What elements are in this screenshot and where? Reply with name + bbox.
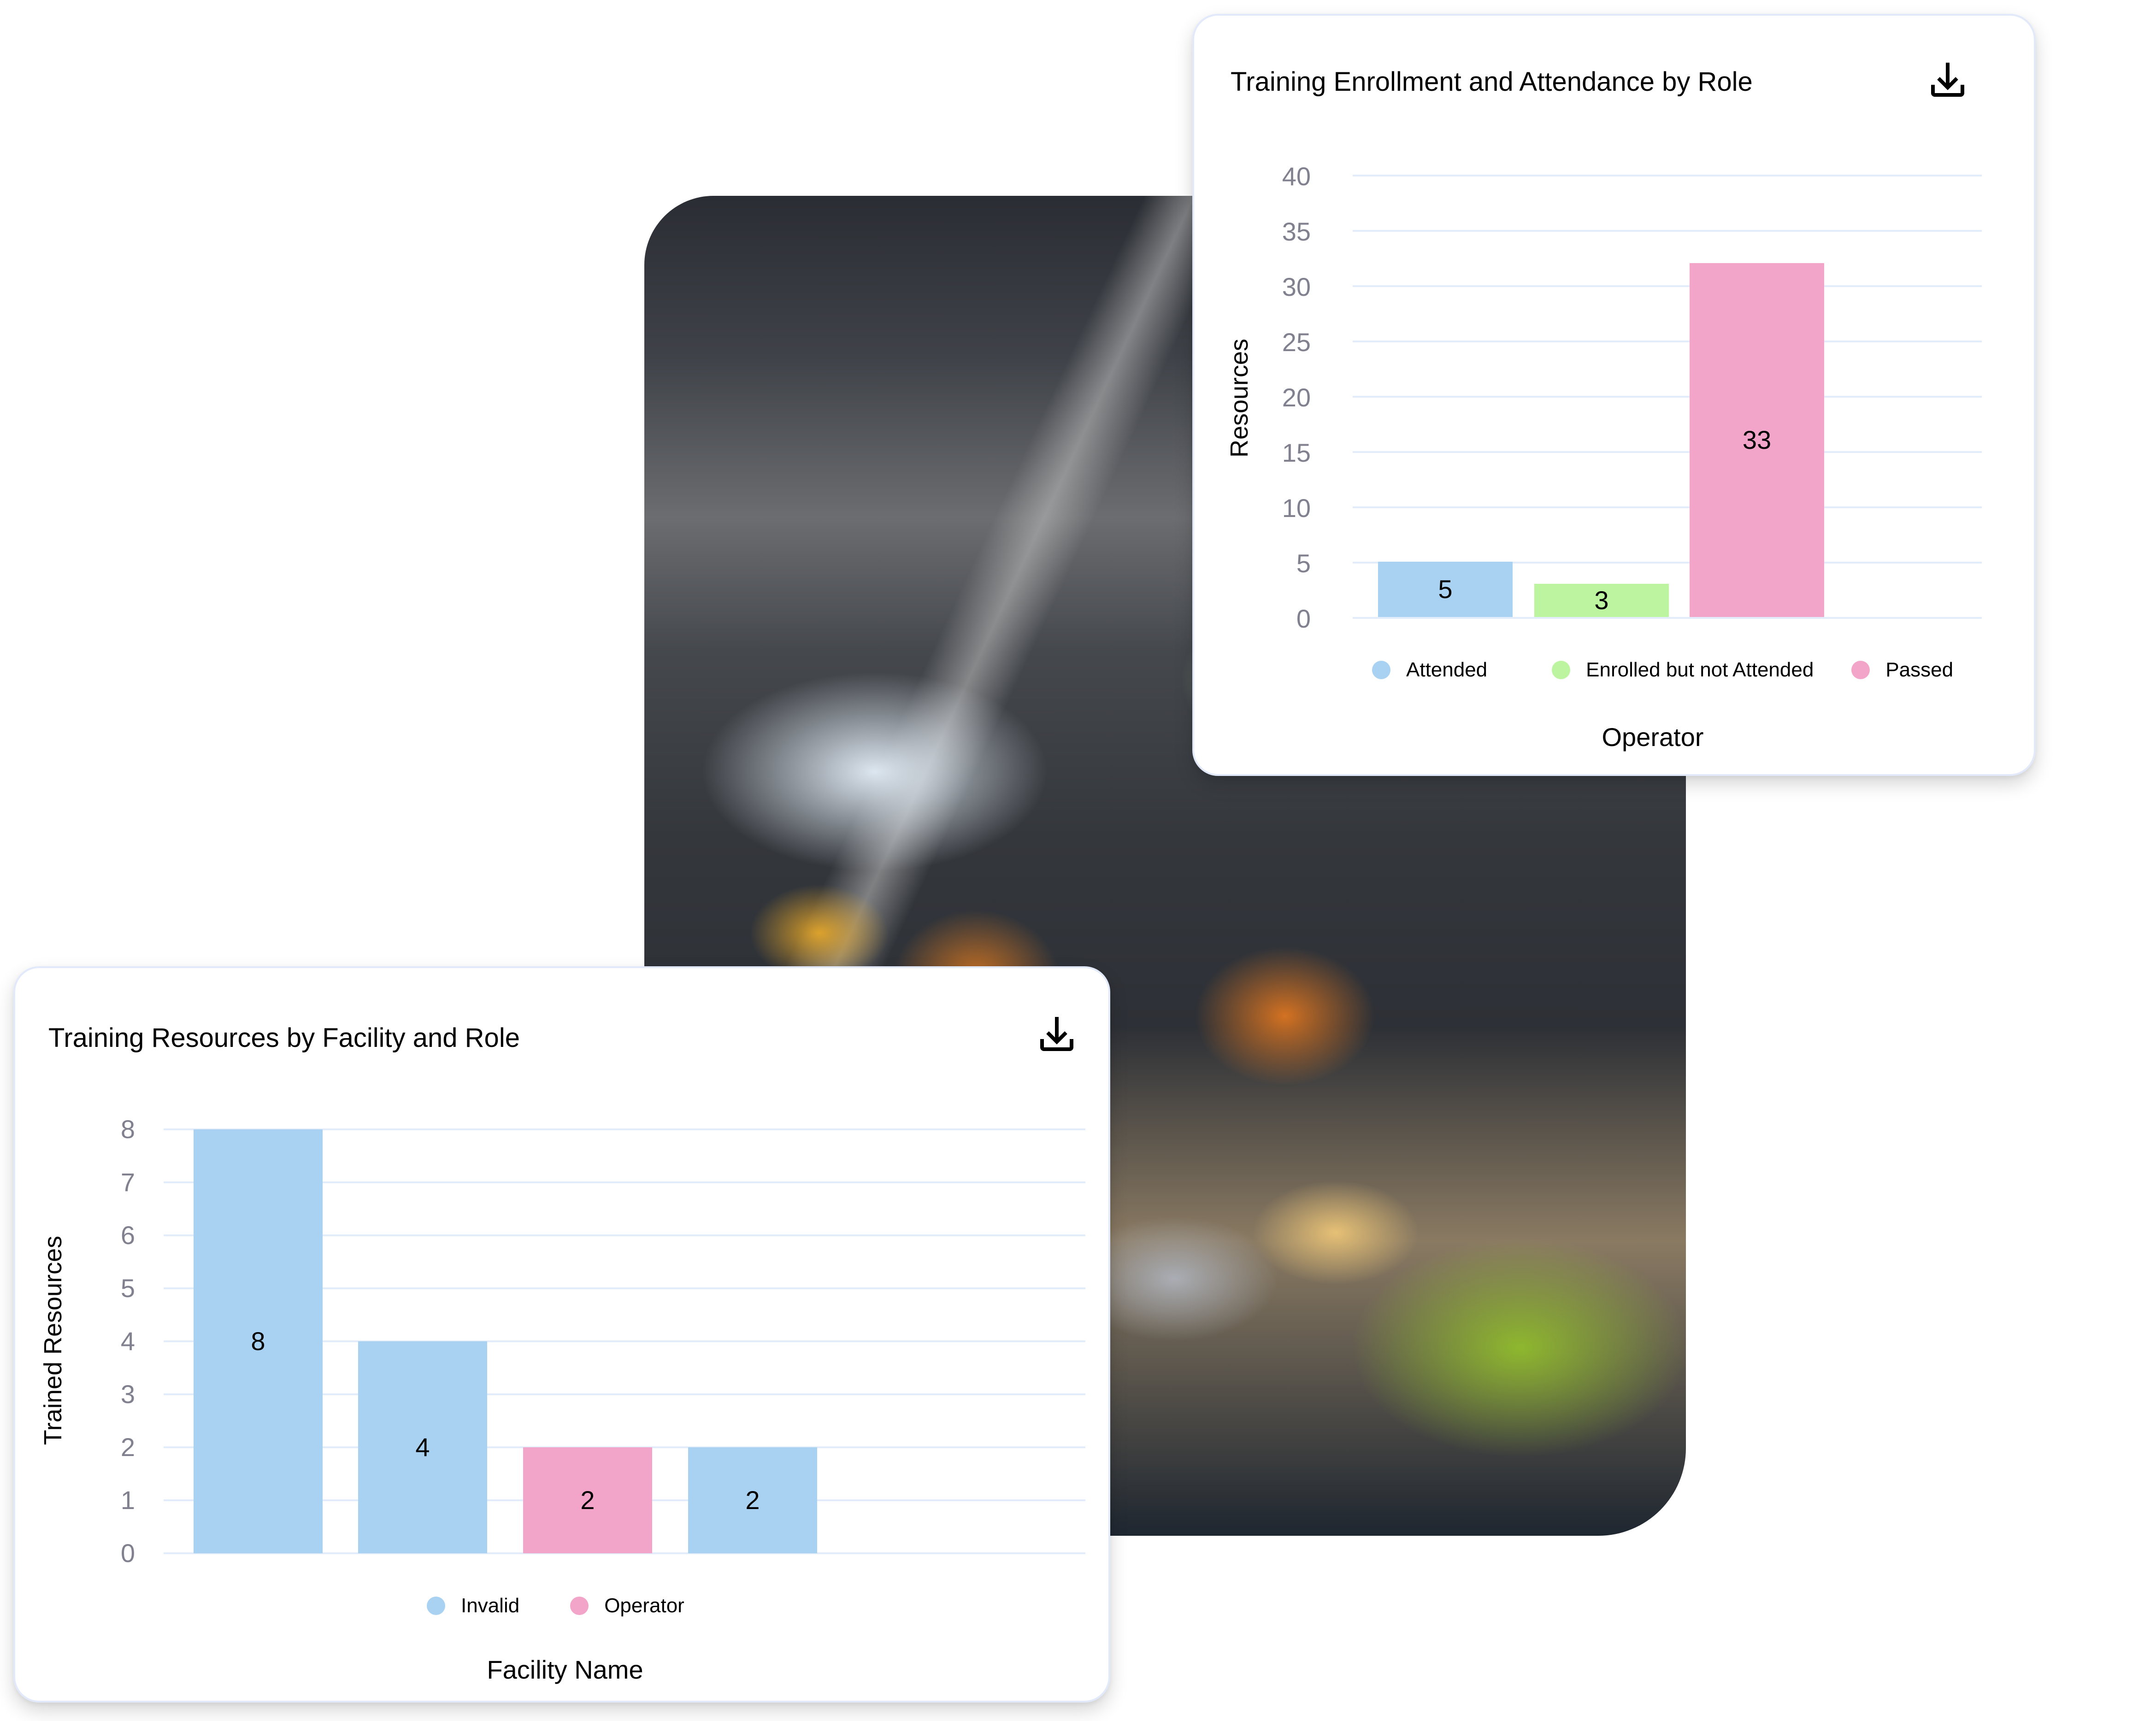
legend-label: Operator [604,1594,684,1617]
gridline [1353,617,1982,619]
bar-attended[interactable]: 5 [1378,562,1513,617]
y-tick: 6 [120,1221,135,1250]
legend-dot-icon [1372,661,1390,679]
legend-item-attended[interactable]: Attended [1372,658,1487,681]
x-axis-label: Operator [1602,722,1704,752]
bar-value-label: 4 [415,1433,430,1462]
y-axis-label: Trained Resources [39,1235,67,1445]
y-tick: 10 [1282,493,1311,523]
gridline [1353,396,1982,398]
download-icon[interactable] [1039,1015,1074,1052]
bar-facility-2-invalid[interactable]: 4 [358,1341,487,1553]
legend-label: Passed [1885,658,1954,681]
legend-item-invalid[interactable]: Invalid [427,1594,519,1617]
legend-item-enrolled-not-attended[interactable]: Enrolled but not Attended [1552,658,1814,681]
bar-facility-1-invalid[interactable]: 8 [194,1129,323,1553]
y-tick: 8 [120,1115,135,1144]
legend-label: Invalid [461,1594,520,1617]
y-tick: 40 [1282,162,1311,191]
legend-dot-icon [570,1597,589,1615]
chart-legend: Invalid Operator [427,1594,684,1617]
y-tick: 30 [1282,272,1311,301]
gridline [164,1287,1085,1289]
gridline [164,1181,1085,1183]
card-title: Training Resources by Facility and Role [48,1023,520,1053]
gridline [1353,341,1982,342]
gridline [164,1340,1085,1342]
y-tick: 4 [120,1327,135,1356]
y-tick: 25 [1282,328,1311,357]
y-tick: 5 [1296,549,1311,578]
gridline [1353,451,1982,453]
y-tick: 2 [120,1433,135,1462]
bar-facility-3-operator[interactable]: 2 [523,1447,652,1553]
gridline [1353,562,1982,564]
bar-value-label: 2 [745,1486,760,1515]
bar-value-label: 2 [580,1486,595,1515]
gridline [1353,175,1982,176]
bar-value-label: 3 [1594,586,1609,615]
y-tick: 7 [120,1168,135,1197]
x-axis-label: Facility Name [487,1655,643,1684]
gridline [164,1393,1085,1395]
y-axis-label: Resources [1225,338,1253,458]
bar-value-label: 33 [1742,425,1772,454]
bar-facility-4-invalid[interactable]: 2 [688,1447,817,1553]
y-tick: 20 [1282,383,1311,412]
bar-value-label: 8 [251,1327,265,1356]
legend-item-operator[interactable]: Operator [570,1594,684,1617]
bar-enrolled-not-attended[interactable]: 3 [1534,584,1669,617]
y-tick: 5 [120,1274,135,1303]
gridline [164,1128,1085,1130]
legend-dot-icon [427,1597,445,1615]
facility-role-chart-card: Training Resources by Facility and Role … [13,966,1110,1703]
gridline [1353,506,1982,508]
card-title: Training Enrollment and Attendance by Ro… [1231,67,1753,97]
y-tick: 15 [1282,438,1311,467]
legend-label: Enrolled but not Attended [1586,658,1814,681]
y-tick: 3 [120,1380,135,1409]
chart-legend: Attended Enrolled but not Attended Passe… [1372,658,1953,681]
y-tick: 35 [1282,217,1311,246]
gridline [164,1552,1085,1554]
bar-passed[interactable]: 33 [1690,263,1824,617]
legend-label: Attended [1406,658,1488,681]
y-tick: 0 [120,1539,135,1568]
gridline [1353,230,1982,232]
legend-dot-icon [1552,661,1571,679]
download-icon[interactable] [1930,61,1965,98]
y-tick: 0 [1296,604,1311,633]
gridline [1353,285,1982,287]
bar-value-label: 5 [1438,575,1453,604]
enrollment-attendance-chart-card: Training Enrollment and Attendance by Ro… [1192,14,2036,776]
legend-item-passed[interactable]: Passed [1851,658,1953,681]
legend-dot-icon [1851,661,1870,679]
y-tick: 1 [120,1486,135,1515]
gridline [164,1234,1085,1236]
